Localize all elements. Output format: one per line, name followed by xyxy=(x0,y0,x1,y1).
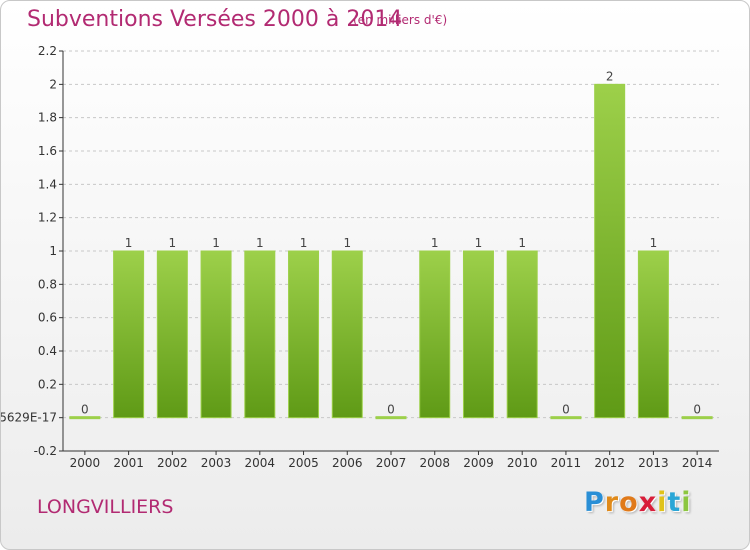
x-tick-label: 2013 xyxy=(638,456,669,470)
bar-2005 xyxy=(288,250,320,419)
y-tick-label: 0.4 xyxy=(38,344,57,358)
bar-2012 xyxy=(594,83,626,419)
x-tick-label: 2000 xyxy=(70,456,101,470)
data-label-2012: 2 xyxy=(606,69,614,83)
x-tick-label: 2001 xyxy=(113,456,144,470)
x-tick-label: 2007 xyxy=(376,456,407,470)
y-tick-label: 0.6 xyxy=(38,311,57,325)
data-label-2009: 1 xyxy=(475,236,483,250)
bar-2008 xyxy=(419,250,451,419)
data-label-2003: 1 xyxy=(212,236,220,250)
chart-unit-subtitle: (en milliers d'€) xyxy=(353,13,448,27)
data-label-2005: 1 xyxy=(300,236,308,250)
bar-2013 xyxy=(637,250,669,419)
logo-letter: r xyxy=(604,487,620,518)
logo-letter: o xyxy=(619,487,639,518)
logo-letter: i xyxy=(681,487,692,518)
data-labels: 0 1 1 1 1 1 1 0 1 1 1 0 2 1 0 xyxy=(81,69,701,416)
y-tick-label: 0.2 xyxy=(38,377,57,391)
x-tick-label: 2011 xyxy=(551,456,582,470)
bar-2007 xyxy=(375,416,407,420)
bar-2002 xyxy=(156,250,188,419)
bar-2003 xyxy=(200,250,232,419)
x-tick-label: 2006 xyxy=(332,456,363,470)
x-tick-label: 2004 xyxy=(245,456,276,470)
bars xyxy=(69,83,713,420)
data-label-2008: 1 xyxy=(431,236,439,250)
data-label-2002: 1 xyxy=(169,236,177,250)
data-label-2013: 1 xyxy=(650,236,658,250)
x-tick-label: 2009 xyxy=(463,456,494,470)
bar-2000 xyxy=(69,416,101,420)
bar-2011 xyxy=(550,416,582,420)
data-label-2014: 0 xyxy=(693,403,701,417)
y-tick-label: 1.4 xyxy=(38,177,57,191)
axes: -0.2 -1.15629E-17 0.2 0.4 0.6 0.8 1 1.2 1.4 1.6 1.… xyxy=(1,44,719,470)
logo-letter: x xyxy=(638,487,658,518)
y-tick-label: 2 xyxy=(49,77,57,91)
x-tick-label: 2005 xyxy=(288,456,319,470)
y-tick-label: 2.2 xyxy=(38,44,57,58)
y-tick-label: -0.2 xyxy=(34,444,57,458)
y-tick-label: 1.6 xyxy=(38,144,57,158)
logo-letter: t xyxy=(667,487,682,518)
data-label-2001: 1 xyxy=(125,236,133,250)
data-label-2011: 0 xyxy=(562,403,570,417)
x-tick-label: 2012 xyxy=(594,456,625,470)
x-tick-label: 2008 xyxy=(419,456,450,470)
bar-2001 xyxy=(113,250,145,419)
data-label-2006: 1 xyxy=(343,236,351,250)
commune-name: LONGVILLIERS xyxy=(37,496,174,518)
data-label-2010: 1 xyxy=(518,236,526,250)
logo-letter: P xyxy=(584,487,605,518)
bar-2010 xyxy=(506,250,538,419)
x-tick-label: 2014 xyxy=(682,456,713,470)
data-label-2000: 0 xyxy=(81,403,89,417)
x-tick-label: 2003 xyxy=(201,456,232,470)
y-tick-label: 1.8 xyxy=(38,111,57,125)
logo-letter: i xyxy=(657,487,668,518)
proxiti-logo: Proxiti xyxy=(584,487,692,518)
bar-2014 xyxy=(681,416,713,420)
x-tick-label: 2010 xyxy=(507,456,538,470)
data-label-2004: 1 xyxy=(256,236,264,250)
y-tick-label: 1.2 xyxy=(38,211,57,225)
bar-2006 xyxy=(331,250,363,419)
bar-2009 xyxy=(462,250,494,419)
bar-2004 xyxy=(244,250,276,419)
y-tick-label: 1 xyxy=(49,244,57,258)
y-tick-label: -1.15629E-17 xyxy=(1,411,57,425)
chart-title: Subventions Versées 2000 à 2014 xyxy=(27,7,403,32)
y-tick-label: 0.8 xyxy=(38,277,57,291)
x-tick-label: 2002 xyxy=(157,456,188,470)
data-label-2007: 0 xyxy=(387,403,395,417)
